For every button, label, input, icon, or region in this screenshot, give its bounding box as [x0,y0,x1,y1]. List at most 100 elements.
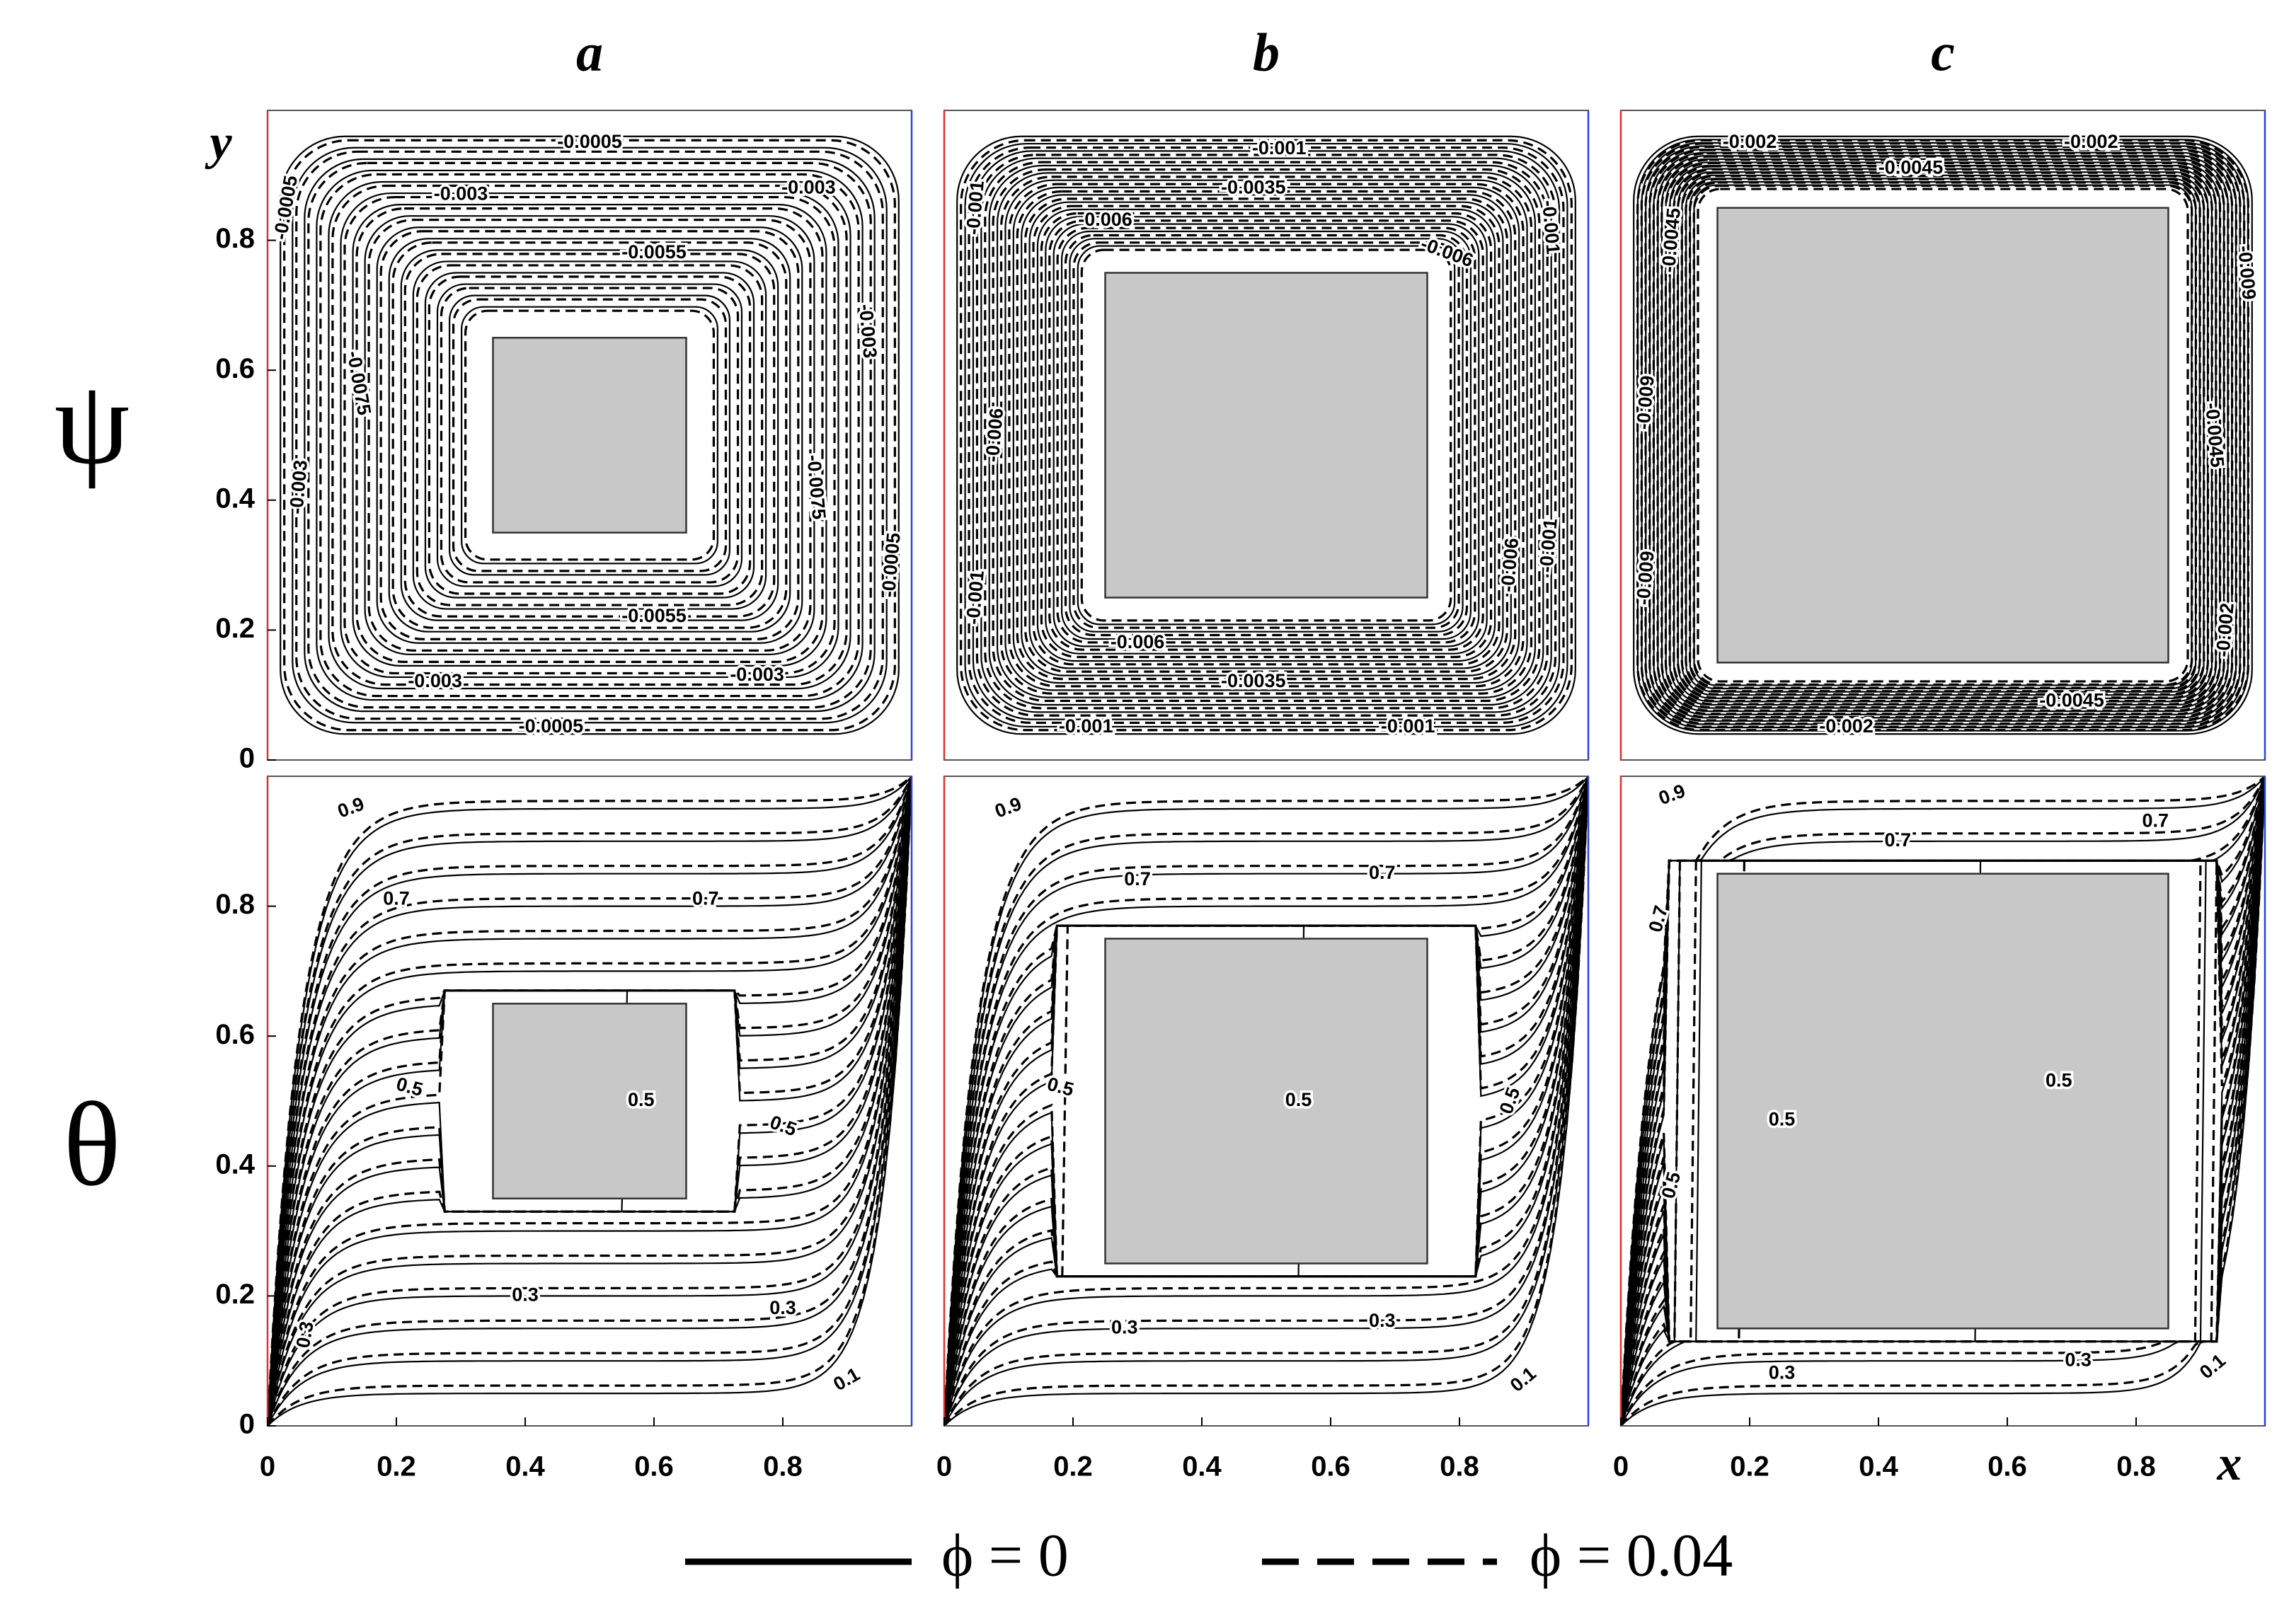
contour-label: 0.5 [767,1111,800,1140]
contour-label: 0.5 [1769,1109,1796,1130]
contour-line [1669,164,2217,706]
obstacle [492,337,687,534]
x-tick-label: 0.2 [1053,1451,1093,1482]
contour-line [1621,776,2265,1426]
contour-line [944,776,1588,1426]
y-tick-label: 0.8 [215,889,255,920]
row-label: ψ [54,356,130,489]
contour-line [268,776,912,1426]
contour-line [268,776,912,1426]
contour-label: -0.002 [2064,131,2118,152]
contour-label: 0.5 [1045,1073,1076,1100]
contour-line [944,776,1588,1426]
contour-line [461,306,718,565]
contour-label: -0.0035 [1221,670,1286,691]
x-axis-label: x [2217,1436,2242,1491]
contour-label: 0.9 [1656,780,1688,809]
contour-line [352,204,827,667]
contour-label: 0.5 [394,1073,425,1100]
contour-line [268,776,912,1426]
contour-line [1080,248,1452,622]
contour-line [268,776,912,1426]
contour-line [1693,184,2193,686]
contour-line [944,776,1588,1426]
contour-line [944,776,1588,1426]
contour-line [319,173,860,698]
y-axis-label: y [205,115,232,170]
contour-label: -0.0055 [621,605,687,626]
contour-line [268,776,912,1426]
contour-line [428,275,752,595]
contour-line [1008,183,1525,688]
contour-line [268,776,912,1426]
contour-label: 0.7 [1124,868,1151,889]
panel: -0.002 -0.002-0.0045-0.0045-0.009-0.009-0… [1619,110,2266,761]
contour-line [280,135,900,735]
contour-label: 0.1 [1506,1363,1540,1396]
contour-label: -0.009 [2234,245,2260,301]
y-tick-label: 0.6 [215,353,255,384]
contour-line [999,175,1533,695]
x-tick-label: 0 [1613,1451,1629,1482]
contour-line [956,135,1576,735]
contour-label: 0.3 [292,1320,318,1349]
contour-line [268,776,912,1426]
y-tick-label: 0.8 [215,223,255,254]
contour-line [1621,776,2265,1426]
contour-line [944,776,1588,1426]
contour-line [268,776,912,1426]
x-tick-label: 0.4 [1859,1451,1898,1482]
contour-line [944,776,1588,1426]
column-title: b [1253,23,1280,82]
contour-line [944,776,1588,1426]
contour-line [268,776,912,1426]
legend-label: ϕ = 0 [941,1521,1069,1589]
contour-label: 0.7 [2142,810,2169,831]
contour-line [268,776,912,1426]
contour-line [268,776,912,1426]
y-tick-label: 0.4 [215,1148,255,1180]
contour-line [1021,194,1512,676]
contour-line [944,776,1588,1426]
contour-line [1689,180,2197,690]
contour-line [268,776,912,1426]
contour-line [1621,776,2265,1426]
x-tick-label: 0.6 [1311,1451,1350,1482]
contour-label: -0.001 [1538,200,1564,255]
contour-line [1645,145,2241,725]
contour-line [1004,179,1528,691]
contour-label: 0.7 [1369,862,1396,883]
contour-line [464,309,716,561]
contour-label: 0.3 [769,1297,796,1318]
contour-label: -0.002 [1819,715,1874,737]
contour-line [1016,190,1517,681]
contour-line [268,776,912,1426]
contour-label: -0.0005 [878,532,905,599]
contour-line [1012,186,1520,684]
contour-line [1028,201,1504,669]
contour-line [268,776,912,1426]
contour-line [1633,135,2253,735]
contour-label: 0.5 [1658,1170,1685,1201]
contour-line [328,180,851,690]
contour-lines [956,135,1576,735]
contour-line [1665,161,2221,709]
contour-line [1673,168,2213,703]
contour-label: 0.3 [1369,1310,1396,1331]
contour-line [400,249,779,621]
contour-line [1056,226,1476,644]
contour-line [268,776,912,1426]
contour-label: 0.5 [1285,1089,1312,1110]
contour-line [340,192,839,679]
contour-label: 0.5 [2046,1070,2072,1091]
legend-label: ϕ = 0.04 [1530,1521,1733,1589]
contour-label: 0.7 [692,888,719,909]
contour-line [379,230,800,640]
contour-line [268,776,912,1426]
contour-line [1697,188,2189,683]
contour-line [1024,197,1508,673]
contour-label: 0.5 [1496,1085,1525,1117]
contour-line [292,146,888,724]
contour-line [391,241,788,629]
contour-line [440,287,740,584]
